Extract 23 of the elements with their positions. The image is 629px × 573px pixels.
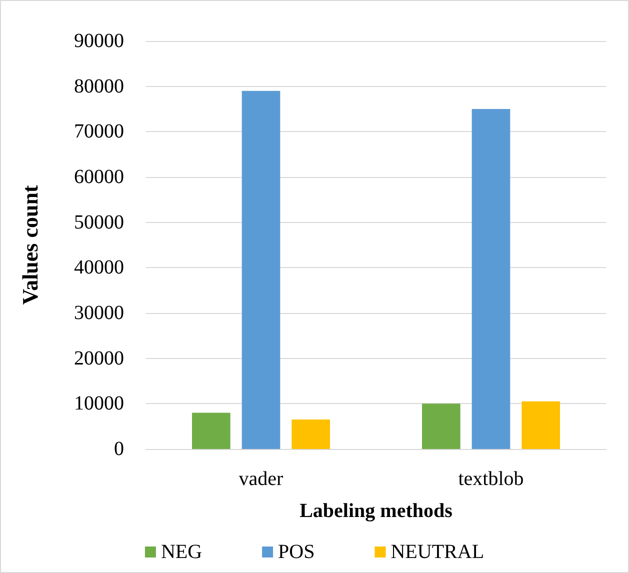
x-tick-label: textblob bbox=[458, 468, 524, 490]
legend-label: NEG bbox=[160, 541, 202, 563]
y-tick-label: 20000 bbox=[74, 347, 124, 370]
x-tick-label: vader bbox=[238, 468, 284, 490]
bar bbox=[522, 401, 560, 449]
y-tick-label: 60000 bbox=[74, 166, 124, 188]
y-tick-label: 90000 bbox=[74, 30, 124, 52]
y-tick-label: 40000 bbox=[74, 256, 124, 279]
legend-label: POS bbox=[278, 541, 315, 563]
y-tick-label: 50000 bbox=[74, 211, 124, 234]
y-tick-label: 80000 bbox=[74, 75, 124, 98]
bar bbox=[292, 420, 330, 449]
bar bbox=[242, 90, 280, 449]
y-tick-label: 70000 bbox=[74, 120, 124, 143]
bar bbox=[472, 109, 510, 449]
y-tick-label: 0 bbox=[114, 438, 124, 460]
y-tick-label: 10000 bbox=[74, 392, 124, 415]
bar bbox=[422, 404, 460, 449]
y-tick-label: 30000 bbox=[74, 302, 124, 324]
y-axis-title: Values count bbox=[18, 184, 42, 305]
bar bbox=[192, 412, 230, 449]
legend-label: NEUTRAL bbox=[390, 541, 484, 563]
x-axis-title: Labeling methods bbox=[300, 500, 453, 522]
